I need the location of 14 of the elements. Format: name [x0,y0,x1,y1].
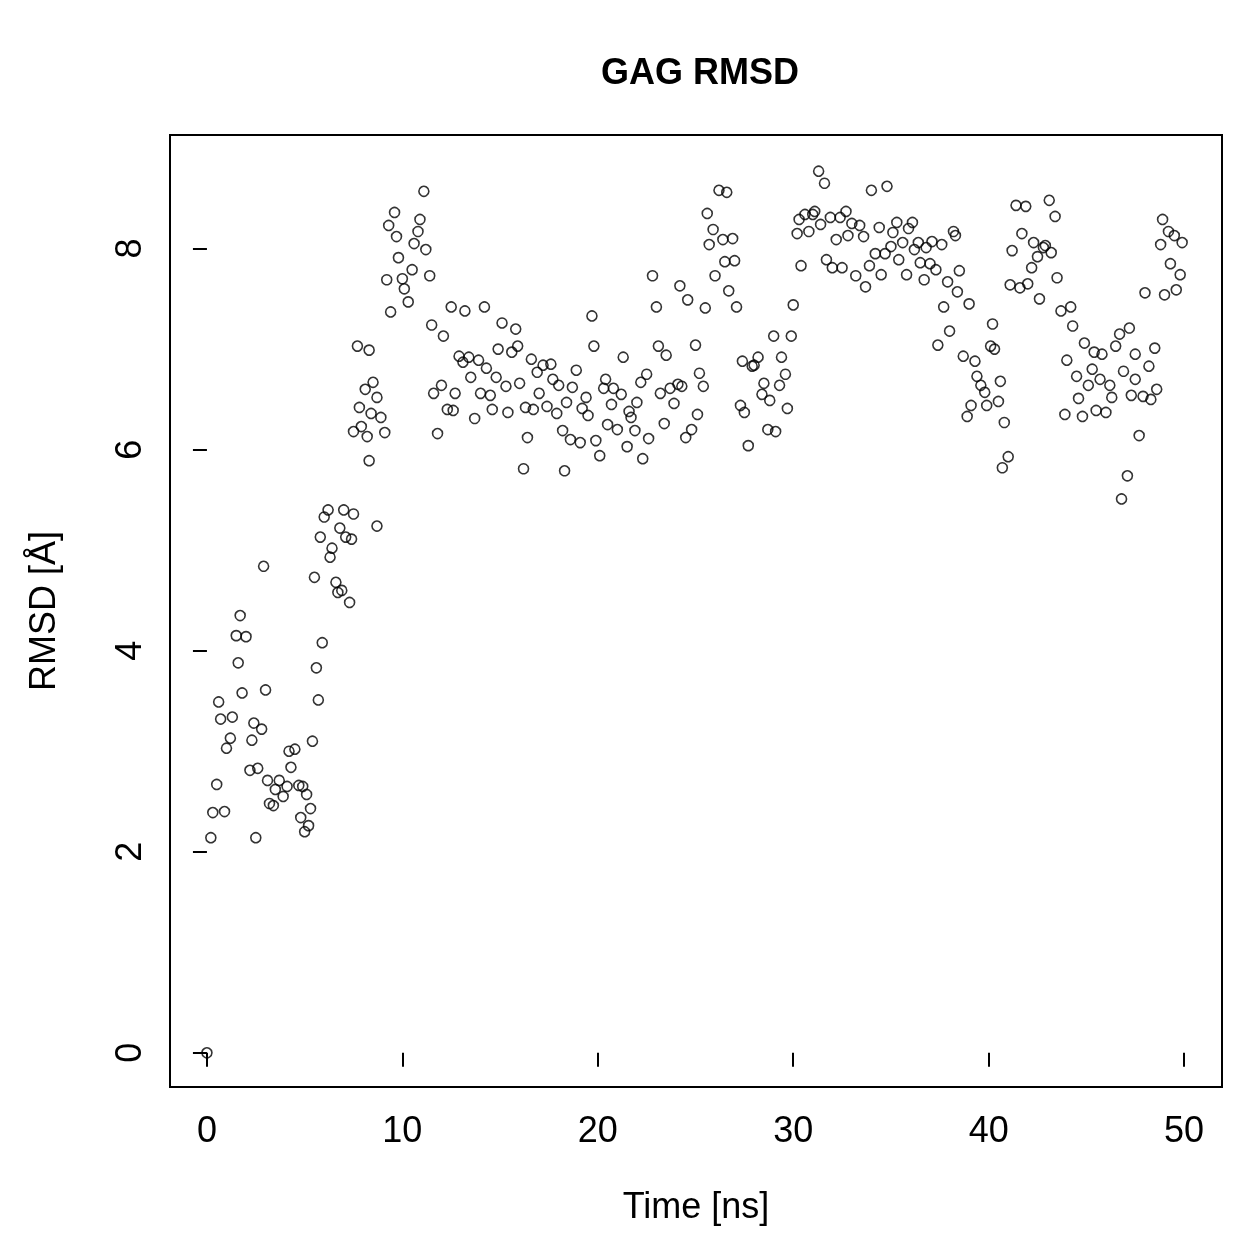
y-axis-title: RMSD [Å] [21,530,63,692]
y-tick-label: 8 [107,238,149,259]
x-tick-label: 50 [1164,1108,1205,1150]
y-tick-label: 0 [107,1042,149,1063]
y-tick-label: 4 [107,640,149,661]
y-tick-label: 6 [107,439,149,460]
x-tick-label: 30 [773,1108,814,1150]
x-tick-label: 20 [577,1108,618,1150]
chart-title: GAG RMSD [601,50,799,92]
x-tick-label: 0 [196,1108,217,1150]
x-tick-label: 10 [382,1108,423,1150]
x-tick-label: 40 [968,1108,1009,1150]
x-axis-title: Time [ns] [622,1184,770,1226]
y-tick-label: 2 [107,841,149,862]
